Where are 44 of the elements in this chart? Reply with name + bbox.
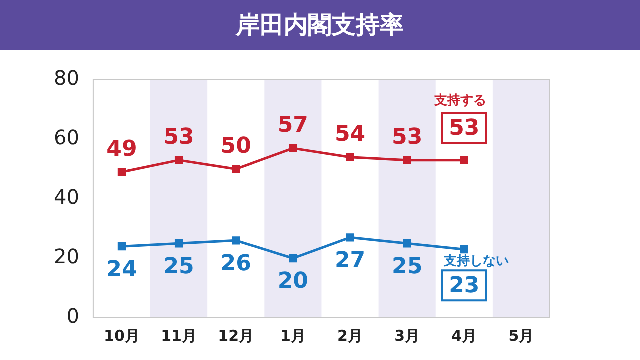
data-label: 25 <box>164 254 194 280</box>
data-label: 24 <box>106 257 138 282</box>
x-tick-label: 3月 <box>394 326 420 345</box>
point <box>403 240 412 248</box>
series-label: 支持しない <box>442 254 509 269</box>
point <box>289 254 298 263</box>
data-label: 23 <box>449 273 480 298</box>
data-label: 53 <box>392 125 423 150</box>
point <box>174 240 184 248</box>
point <box>118 242 126 251</box>
data-label: 20 <box>278 269 309 294</box>
y-tick-label: 40 <box>54 185 80 210</box>
point <box>346 153 354 162</box>
data-label: 25 <box>392 254 423 280</box>
point <box>118 168 126 176</box>
data-label: 50 <box>220 134 252 159</box>
data-label: 49 <box>106 136 138 162</box>
point <box>289 144 298 153</box>
chart-title: 岸田内閣支持率 <box>0 0 640 50</box>
data-label: 53 <box>164 125 194 150</box>
point <box>174 156 184 164</box>
x-tick-label: 2月 <box>338 326 363 345</box>
y-tick-label: 0 <box>66 304 80 328</box>
y-tick-label: 80 <box>54 66 80 90</box>
data-label: 27 <box>334 248 366 274</box>
data-label: 53 <box>449 116 480 142</box>
x-tick-label: 10月 <box>104 326 140 345</box>
point <box>346 234 354 242</box>
point <box>460 245 468 254</box>
x-tick-label: 12月 <box>218 326 254 345</box>
x-tick-label: 1月 <box>280 326 306 345</box>
x-tick-label: 11月 <box>161 326 197 345</box>
x-tick-label: 5月 <box>508 326 534 345</box>
x-tick-label: 4月 <box>452 326 478 345</box>
point <box>403 156 412 164</box>
y-tick-label: 20 <box>54 244 80 269</box>
data-label: 26 <box>220 251 252 276</box>
point <box>460 156 468 164</box>
point <box>232 165 240 174</box>
point <box>232 236 240 245</box>
data-label: 54 <box>334 122 366 148</box>
data-label: 57 <box>278 113 309 138</box>
text: 支持する <box>433 94 486 109</box>
y-tick-label: 60 <box>54 126 80 150</box>
